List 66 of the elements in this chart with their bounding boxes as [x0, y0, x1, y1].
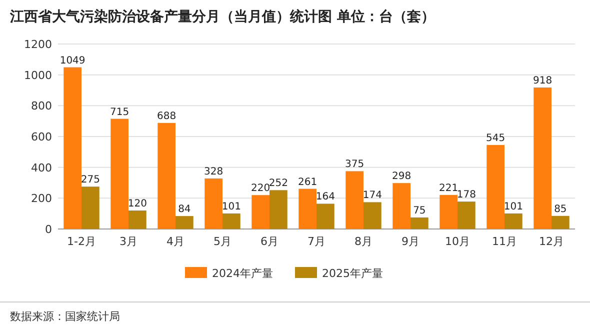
- data-label: 261: [298, 176, 318, 188]
- legend-label: 2025年产量: [322, 267, 383, 280]
- y-tick-label: 200: [31, 192, 52, 206]
- bar: [486, 144, 504, 229]
- bar: [440, 194, 458, 229]
- legend-label: 2024年产量: [212, 267, 273, 280]
- x-tick-label: 7月: [308, 235, 326, 248]
- data-label: 164: [316, 192, 335, 203]
- bar: [158, 122, 176, 229]
- y-tick-label: 800: [31, 100, 52, 113]
- x-tick-label: 5月: [214, 235, 232, 248]
- data-label: 221: [439, 182, 458, 194]
- x-tick-label: 10月: [445, 235, 470, 248]
- data-label: 1049: [60, 55, 86, 66]
- x-tick-label: 3月: [120, 235, 138, 248]
- y-tick-label: 0: [45, 223, 52, 236]
- bar: [82, 186, 100, 229]
- x-tick-label: 1-2月: [67, 235, 96, 248]
- x-tick-label: 11月: [492, 235, 517, 248]
- data-label: 220: [251, 183, 270, 194]
- y-tick-label: 600: [31, 130, 52, 144]
- y-tick-label: 1000: [24, 68, 52, 82]
- y-tick-label: 1200: [24, 38, 52, 51]
- data-label: 375: [345, 159, 364, 170]
- bar: [270, 190, 288, 229]
- data-label: 918: [533, 75, 552, 86]
- bar: [392, 183, 410, 229]
- data-label: 178: [456, 190, 476, 201]
- chart-title: 江西省大气污染防治设备产量分月（当月值）统计图 单位：台（套）: [9, 8, 435, 25]
- data-label: 715: [110, 106, 130, 118]
- data-label: 75: [413, 205, 426, 216]
- bar: [346, 171, 364, 229]
- data-label: 101: [222, 201, 241, 212]
- data-label: 298: [392, 171, 412, 182]
- x-tick-label: 6月: [260, 235, 278, 248]
- bar: [204, 178, 222, 229]
- data-label: 252: [268, 178, 288, 190]
- data-label: 120: [128, 198, 147, 210]
- data-label: 275: [80, 174, 100, 186]
- source-note: 数据来源：国家统计局: [10, 310, 120, 323]
- y-tick-label: 400: [31, 161, 52, 174]
- bar: [458, 202, 476, 229]
- bar: [176, 216, 194, 229]
- data-label: 688: [157, 110, 176, 122]
- bar: [534, 87, 552, 229]
- bar: [504, 213, 522, 229]
- bar: [552, 216, 570, 229]
- bar: [252, 195, 270, 229]
- bar: [316, 204, 334, 229]
- data-label: 328: [204, 166, 224, 178]
- data-label: 545: [486, 132, 506, 144]
- data-label: 85: [554, 204, 567, 215]
- bar: [110, 118, 128, 229]
- bar: [298, 188, 316, 229]
- x-tick-label: 9月: [402, 235, 420, 248]
- data-label: 84: [178, 204, 191, 216]
- data-label: 101: [504, 201, 523, 212]
- bar: [128, 210, 146, 229]
- bar: [64, 67, 82, 229]
- x-tick-label: 8月: [354, 235, 372, 248]
- bar: [364, 202, 382, 229]
- bar: [410, 217, 428, 229]
- data-label: 174: [362, 190, 382, 202]
- x-tick-label: 4月: [166, 235, 184, 248]
- bar: [222, 213, 240, 229]
- x-tick-label: 12月: [539, 235, 564, 248]
